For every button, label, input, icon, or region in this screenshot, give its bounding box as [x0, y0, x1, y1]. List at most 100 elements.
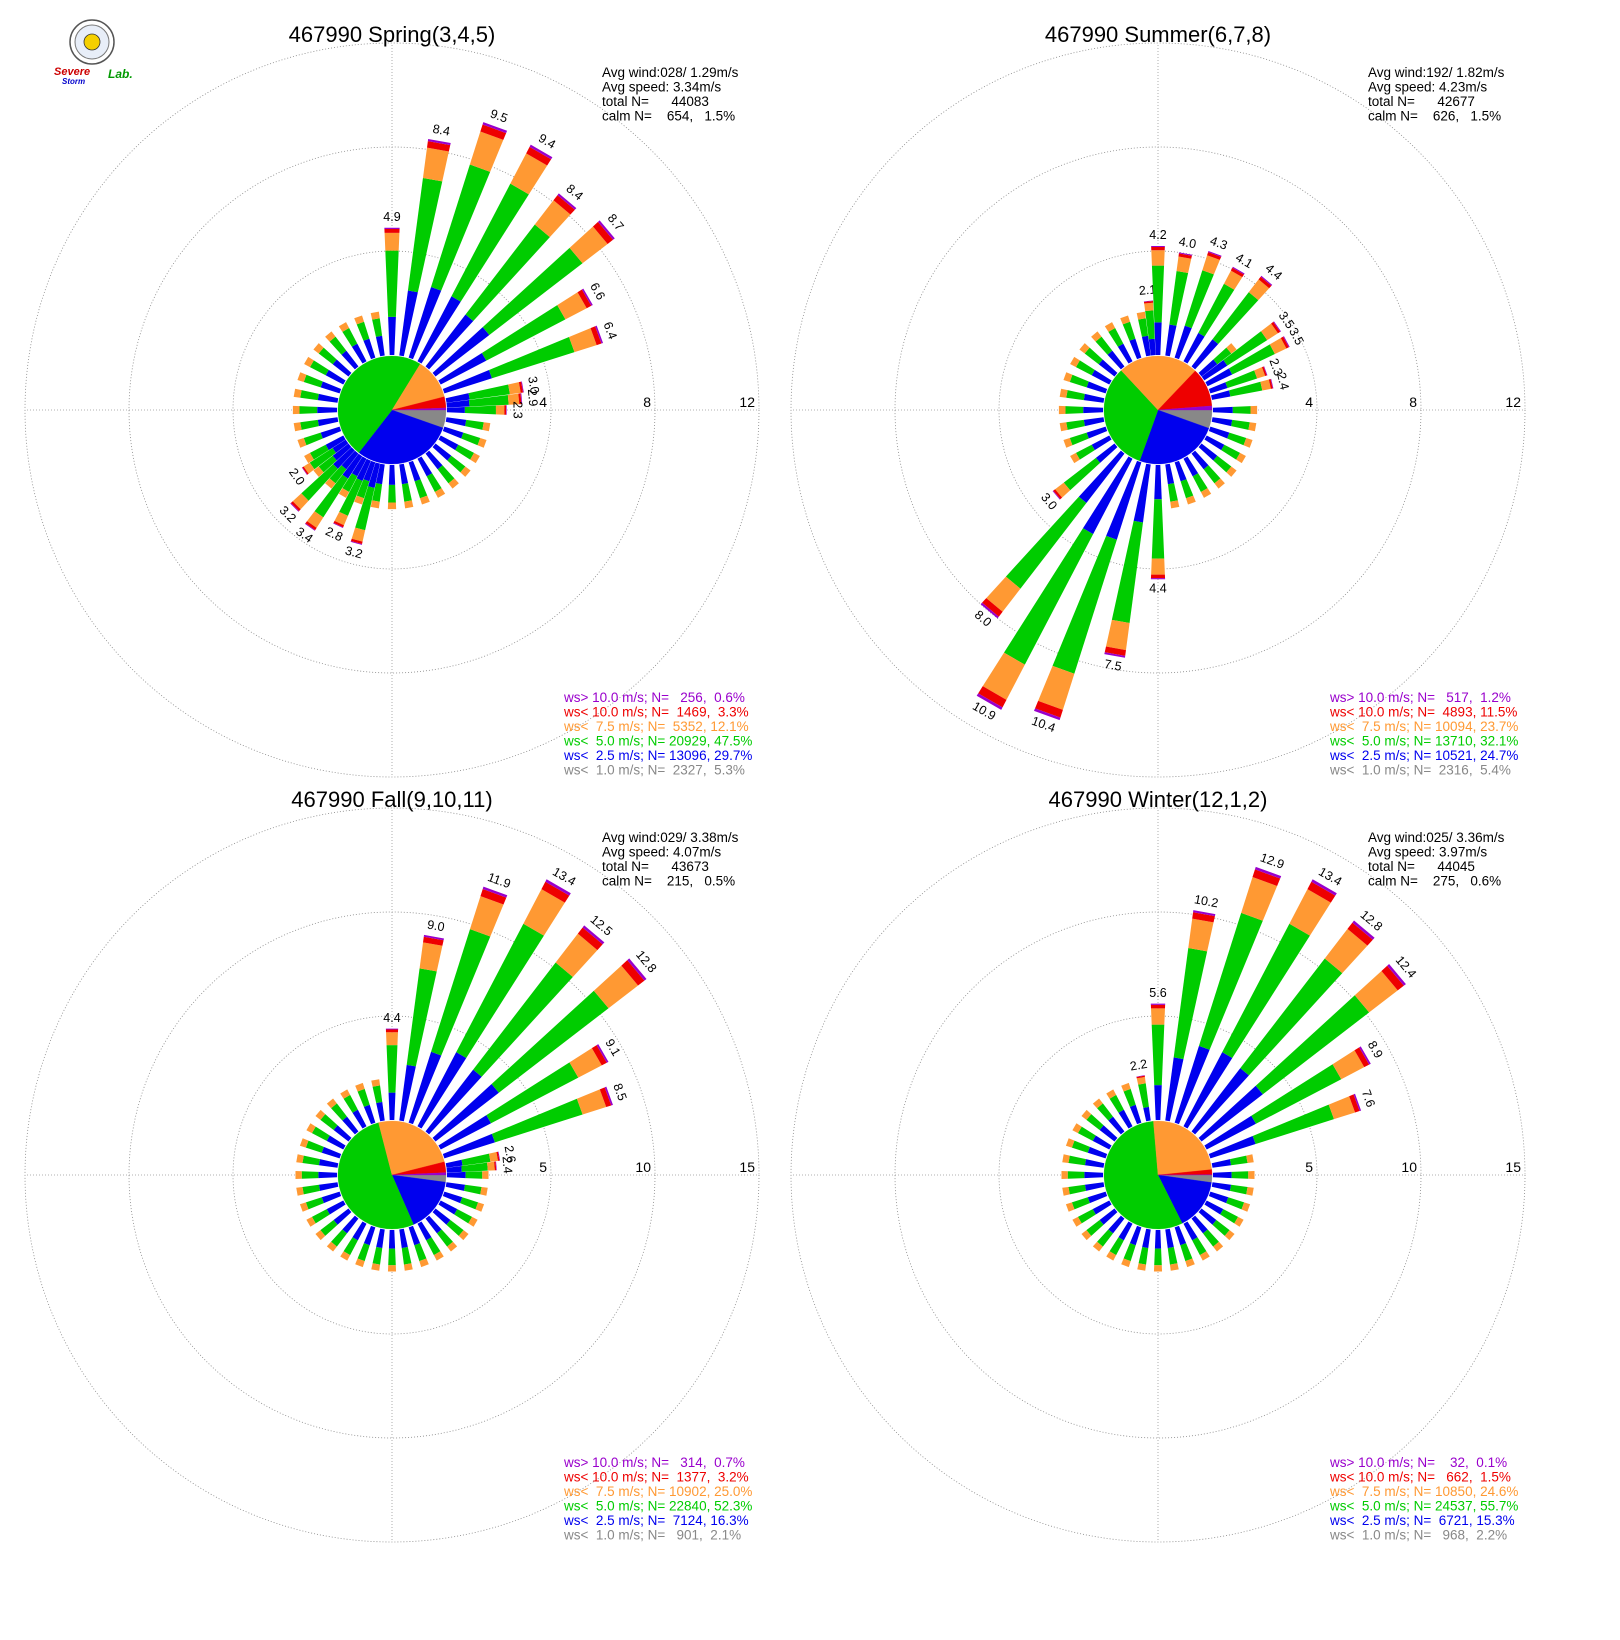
direction-bar-segment: [318, 1182, 339, 1191]
direction-bar-segment: [442, 1191, 463, 1204]
direction-bar-segment: [423, 934, 445, 941]
direction-bar-segment: [1387, 963, 1406, 986]
direction-bar-segment: [432, 1208, 451, 1225]
direction-bar-segment: [343, 1094, 358, 1113]
direction-bar-segment: [1129, 1104, 1142, 1125]
direction-bar-segment: [1086, 1219, 1104, 1236]
direction-bar-segment: [1150, 1004, 1166, 1009]
direction-bar-segment: [341, 450, 359, 470]
direction-bar-segment: [305, 521, 317, 531]
direction-bar-segment: [371, 1263, 381, 1271]
direction-bar-segment: [1226, 1197, 1245, 1210]
direction-bar-segment: [1106, 1089, 1117, 1099]
direction-bar-segment: [404, 500, 414, 509]
range-ring: [998, 1015, 1318, 1335]
direction-bar-segment: [1154, 322, 1162, 356]
direction-bar-segment: [482, 247, 583, 336]
direction-bar-segment: [1065, 1138, 1075, 1148]
direction-bar-segment: [529, 144, 553, 160]
direction-bar-segment: [368, 462, 381, 489]
direction-bar-segment: [445, 1182, 466, 1191]
direction-bar-segment: [976, 693, 1003, 710]
direction-bar-segment: [408, 286, 442, 360]
direction-bar-segment: [438, 352, 487, 385]
ring-label: 12: [739, 394, 755, 410]
legend-entry: ws< 2.5 m/s; N= 7124, 16.3%: [563, 1513, 749, 1528]
range-ring: [128, 146, 656, 674]
direction-bar-segment: [326, 1241, 337, 1252]
legend-entry: ws> 10.0 m/s; N= 256, 0.6%: [563, 690, 745, 705]
direction-bar-segment: [1151, 558, 1165, 575]
direction-bar-segment: [442, 426, 464, 439]
direction-bar-segment: [1061, 1170, 1068, 1180]
direction-bar-segment: [1211, 390, 1231, 400]
direction-bar-segment: [414, 1243, 427, 1262]
direction-bar-segment: [1192, 1237, 1207, 1256]
direction-bar-segment: [311, 1126, 330, 1141]
direction-bar-segment: [357, 1088, 370, 1107]
direction-bar-segment: [1123, 1088, 1136, 1107]
direction-bar-segment: [576, 1089, 607, 1115]
ring-label: 12: [1505, 394, 1521, 410]
bar-value-label: 4.1: [1233, 250, 1255, 271]
direction-bar-segment: [1252, 1104, 1334, 1145]
direction-bar-segment: [326, 1098, 337, 1109]
direction-bar-segment: [300, 419, 319, 430]
direction-bar-segment: [1062, 1154, 1070, 1164]
direction-bar-segment: [351, 456, 367, 477]
bar-value-label: 9.0: [426, 918, 446, 935]
direction-bar-segment: [1201, 360, 1228, 381]
direction-bar-segment: [1208, 1191, 1229, 1204]
direction-bar-segment: [1144, 302, 1154, 312]
direction-bar-segment: [431, 929, 491, 1056]
direction-bar-segment: [339, 478, 363, 516]
direction-bar-segment: [1154, 1248, 1162, 1266]
direction-bar-segment: [399, 290, 418, 357]
direction-bar-segment: [1092, 1200, 1112, 1215]
direction-bar-segment: [1185, 1258, 1195, 1268]
direction-bar-segment: [309, 444, 329, 460]
direction-bar-segment: [1111, 520, 1143, 624]
direction-bar-segment: [1079, 343, 1090, 354]
direction-bar-segment: [1178, 253, 1192, 259]
direction-bar-segment: [342, 473, 358, 493]
direction-bar-segment: [1035, 700, 1063, 718]
direction-bar-segment: [315, 1230, 326, 1241]
direction-bar-segment: [442, 370, 493, 394]
direction-bar-segment: [1066, 390, 1085, 401]
direction-bar-segment: [417, 296, 461, 364]
direction-bar-segment: [577, 927, 603, 951]
bar-value-label: 2.4: [1274, 371, 1292, 391]
direction-bar-segment: [599, 1087, 612, 1108]
direction-bar-segment: [338, 322, 350, 332]
ring-label: 8: [1409, 394, 1417, 410]
bar-value-label: 6.6: [587, 280, 608, 302]
direction-bar-segment: [1165, 1228, 1174, 1249]
direction-bar-segment: [1268, 378, 1273, 389]
ring-label: 8: [643, 394, 651, 410]
direction-bar-segment: [1129, 1225, 1142, 1246]
direction-bar-segment: [354, 495, 365, 505]
wind-rose-panel: 4 8 12 4.9 8.4 9.5 9.4 8.4 8.7 6.6 6.4 3.02.92.3 3.2…: [24, 22, 760, 778]
stats-line: total N= 42677: [1368, 94, 1475, 109]
direction-bar-segment: [986, 576, 1021, 612]
direction-bar-segment: [1154, 464, 1162, 500]
direction-bar-segment: [446, 1165, 462, 1173]
direction-bar-segment: [311, 1209, 330, 1224]
stats-line: calm N= 215, 0.5%: [602, 874, 735, 889]
direction-bar-segment: [1208, 382, 1228, 394]
direction-bar-segment: [1105, 619, 1130, 651]
direction-bar-segment: [356, 458, 371, 481]
direction-bar-segment: [1099, 1125, 1118, 1142]
direction-bar-segment: [1092, 1135, 1112, 1150]
direction-bar-segment: [1081, 1109, 1092, 1120]
legend-entry: ws< 5.0 m/s; N= 20929, 47.5%: [563, 734, 752, 749]
direction-bar-segment: [371, 1079, 381, 1087]
direction-bar-segment: [425, 1215, 442, 1234]
direction-bar-segment: [451, 183, 529, 302]
calm-pie-slice: [337, 1122, 414, 1230]
legend-entry: ws< 10.0 m/s; N= 1469, 3.3%: [563, 705, 749, 720]
direction-bar-segment: [545, 879, 571, 896]
direction-bar-segment: [352, 1109, 367, 1129]
direction-bar-segment: [325, 331, 336, 342]
